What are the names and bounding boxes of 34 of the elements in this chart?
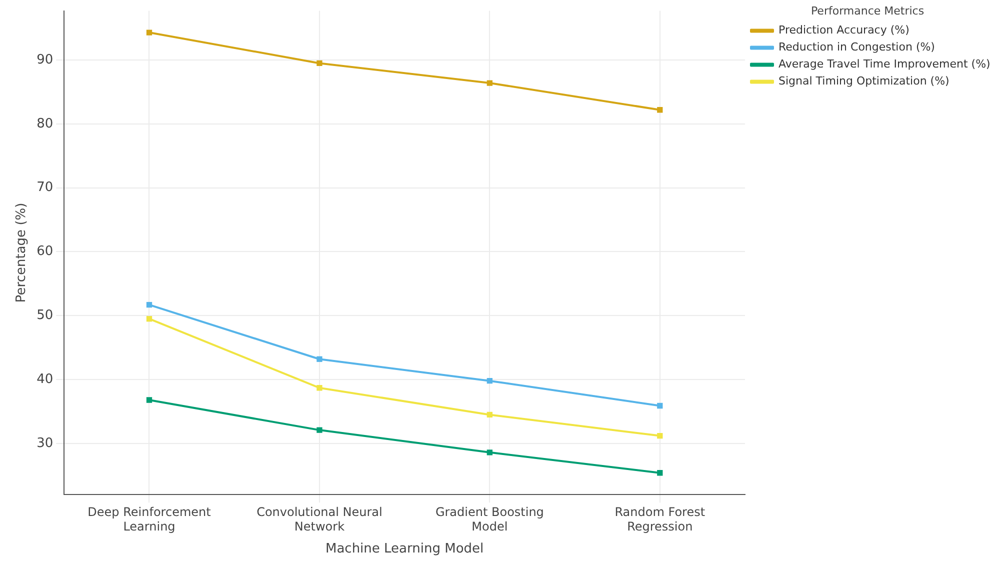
y-tick-label: 90 [36, 52, 54, 68]
x-tick-label: Convolutional Neural Network [256, 504, 382, 534]
x-tick-label: Deep Reinforcement Learning [88, 504, 212, 534]
y-tick-label: 70 [36, 180, 54, 196]
point [316, 356, 322, 362]
legend-label: Signal Timing Optimization (%) [778, 74, 950, 88]
point [657, 470, 663, 476]
y-tick-label: 50 [36, 308, 54, 324]
point [316, 427, 322, 433]
point [146, 302, 152, 308]
point [316, 385, 322, 391]
point [657, 402, 663, 409]
point [657, 432, 663, 439]
legend-label: Prediction Accuracy (%) [778, 24, 910, 37]
legend-label: Reduction in Congestion (%) [778, 40, 935, 54]
y-tick-label: 60 [36, 244, 54, 260]
point [146, 30, 152, 36]
point [486, 412, 493, 418]
legend-label: Average Travel Time Improvement (%) [778, 58, 990, 71]
y-tick-label: 80 [36, 116, 54, 132]
point [486, 80, 493, 86]
x-tick-label: Random Forest Regression [614, 504, 706, 534]
x-tick-label: Gradient Boosting Model [435, 504, 544, 534]
point [316, 60, 322, 66]
x-axis-title: Machine Learning Model [325, 542, 484, 557]
y-axis-title: Percentage (%) [14, 202, 30, 303]
legend-title: Performance Metrics [810, 4, 924, 18]
point [146, 316, 152, 322]
point [146, 397, 152, 403]
y-tick-label: 40 [36, 372, 54, 387]
y-tick-label: 30 [36, 436, 54, 451]
point [486, 378, 493, 384]
point [657, 107, 663, 113]
point [486, 450, 493, 456]
